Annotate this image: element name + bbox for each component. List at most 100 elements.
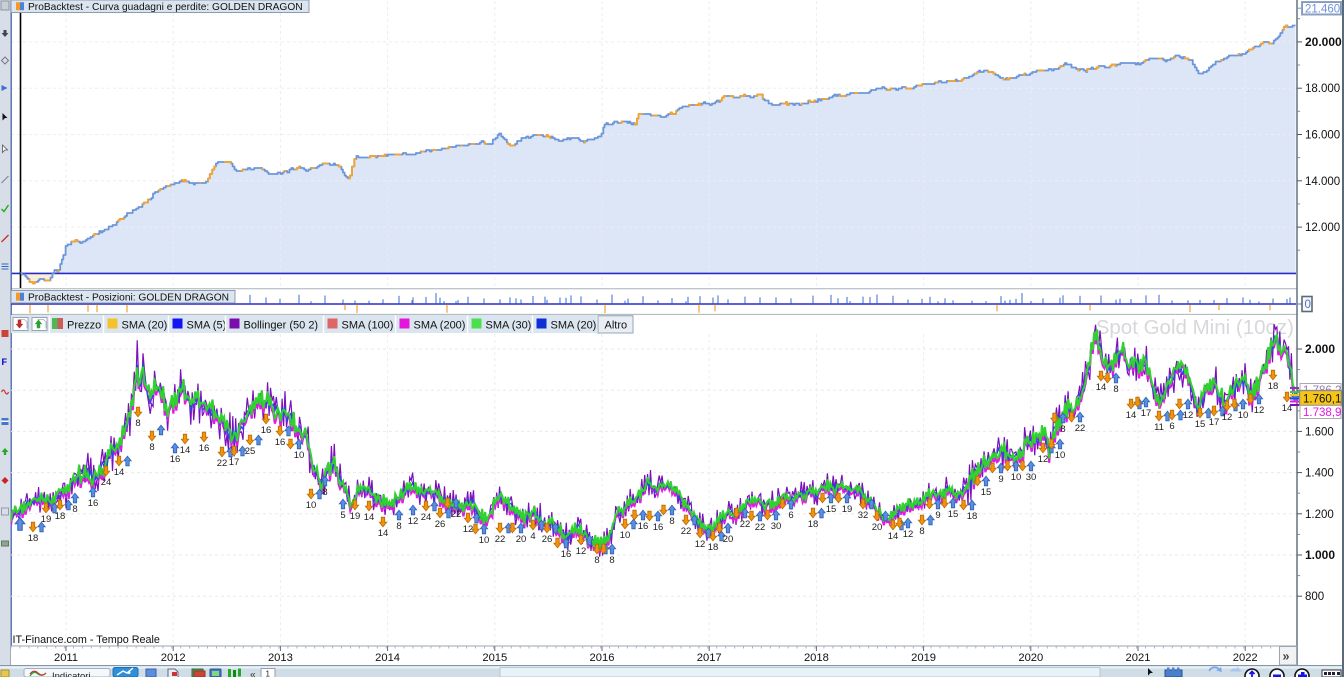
svg-text:12: 12	[1183, 410, 1194, 421]
svg-text:10: 10	[1238, 410, 1249, 421]
svg-text:14: 14	[1126, 410, 1137, 421]
svg-text:18.000: 18.000	[1305, 83, 1340, 95]
svg-text:8: 8	[135, 418, 140, 429]
svg-text:ProBacktest - Posizioni: GOLDE: ProBacktest - Posizioni: GOLDEN DRAGON	[28, 293, 229, 304]
svg-text:Spot Gold Mini (10oz): Spot Gold Mini (10oz)	[1096, 316, 1294, 339]
svg-text:17: 17	[229, 457, 240, 468]
svg-text:8: 8	[594, 555, 599, 566]
svg-text:4: 4	[530, 531, 535, 542]
svg-text:8: 8	[1060, 424, 1065, 435]
svg-text:19: 19	[842, 504, 853, 515]
svg-text:12: 12	[1222, 412, 1233, 423]
svg-text:12: 12	[576, 546, 587, 557]
svg-text:16.000: 16.000	[1305, 130, 1340, 142]
svg-text:21.460: 21.460	[1305, 4, 1340, 16]
svg-text:18: 18	[708, 542, 719, 553]
svg-text:32: 32	[858, 510, 869, 521]
svg-text:18: 18	[28, 533, 39, 544]
svg-text:2020: 2020	[1018, 652, 1043, 664]
svg-text:15: 15	[948, 509, 959, 520]
svg-text:800: 800	[1305, 591, 1324, 603]
svg-text:15: 15	[1195, 419, 1206, 430]
svg-text:12: 12	[1038, 454, 1049, 465]
svg-text:Bollinger (50 2): Bollinger (50 2)	[244, 320, 319, 332]
svg-text:16: 16	[261, 425, 272, 436]
svg-text:12: 12	[903, 529, 914, 540]
svg-text:1.738,9: 1.738,9	[1303, 407, 1341, 419]
svg-text:24: 24	[101, 477, 112, 488]
svg-text:16: 16	[638, 521, 649, 532]
svg-text:8: 8	[669, 516, 674, 527]
svg-text:12.000: 12.000	[1305, 222, 1340, 234]
svg-text:11: 11	[1154, 422, 1164, 433]
svg-text:SMA (200): SMA (200)	[414, 320, 466, 332]
svg-text:Prezzo: Prezzo	[67, 320, 101, 332]
svg-text:17: 17	[1209, 417, 1220, 428]
svg-text:22: 22	[681, 526, 692, 537]
svg-text:9: 9	[998, 474, 1003, 485]
svg-text:2017: 2017	[697, 652, 722, 664]
svg-text:30: 30	[1026, 472, 1037, 483]
svg-text:16: 16	[275, 437, 286, 448]
svg-text:22: 22	[217, 458, 228, 469]
svg-text:8: 8	[1113, 384, 1118, 395]
svg-text:12: 12	[408, 516, 419, 527]
svg-text:10: 10	[1055, 450, 1066, 461]
svg-text:1.000: 1.000	[1305, 548, 1335, 562]
svg-text:0: 0	[1305, 299, 1311, 311]
svg-text:10: 10	[294, 450, 305, 461]
svg-text:SMA (20): SMA (20)	[551, 320, 597, 332]
svg-text:ProBacktest - Curva guadagni e: ProBacktest - Curva guadagni e perdite: …	[28, 2, 303, 13]
svg-text:2014: 2014	[375, 652, 400, 664]
svg-text:18: 18	[55, 511, 66, 522]
svg-text:2019: 2019	[911, 652, 936, 664]
svg-text:24: 24	[421, 512, 432, 523]
svg-text:2022: 2022	[1233, 652, 1258, 664]
svg-text:12: 12	[695, 539, 706, 550]
svg-text:19: 19	[41, 514, 52, 525]
svg-text:«: «	[250, 670, 256, 677]
svg-text:8: 8	[919, 526, 924, 537]
svg-text:18: 18	[967, 511, 978, 522]
svg-text:1.760,1: 1.760,1	[1303, 394, 1341, 406]
svg-text:5: 5	[340, 510, 345, 521]
svg-text:22: 22	[740, 519, 751, 530]
svg-text:14: 14	[1282, 403, 1293, 414]
svg-text:12: 12	[463, 524, 474, 535]
svg-text:18: 18	[1268, 381, 1279, 392]
svg-text:16: 16	[199, 443, 210, 454]
svg-text:IT-Finance.com - Tempo Reale: IT-Finance.com - Tempo Reale	[13, 634, 160, 646]
svg-text:2.000: 2.000	[1305, 342, 1335, 356]
svg-text:8: 8	[609, 555, 614, 566]
svg-text:16: 16	[88, 498, 99, 509]
svg-text:2015: 2015	[482, 652, 507, 664]
svg-text:26: 26	[435, 519, 446, 530]
svg-text:14: 14	[180, 445, 191, 456]
svg-text:22: 22	[495, 534, 506, 545]
svg-text:SMA (30): SMA (30)	[486, 320, 532, 332]
svg-text:20: 20	[872, 522, 883, 533]
svg-text:14: 14	[114, 467, 125, 478]
svg-text:15: 15	[981, 487, 992, 498]
svg-text:8: 8	[72, 504, 77, 515]
svg-text:26: 26	[542, 534, 553, 545]
svg-text:30: 30	[771, 521, 782, 532]
svg-text:6: 6	[1169, 421, 1174, 432]
svg-text:1: 1	[266, 670, 271, 677]
svg-text:25: 25	[245, 446, 256, 457]
svg-text:2018: 2018	[804, 652, 829, 664]
svg-text:8: 8	[149, 442, 154, 453]
svg-text:18: 18	[808, 519, 819, 530]
svg-text:8: 8	[322, 487, 327, 498]
svg-text:2012: 2012	[161, 652, 186, 664]
svg-text:20: 20	[723, 534, 734, 545]
svg-text:9: 9	[935, 510, 940, 521]
svg-text:14: 14	[378, 528, 389, 539]
svg-text:1.200: 1.200	[1305, 509, 1334, 521]
svg-text:10: 10	[620, 530, 631, 541]
svg-text:2016: 2016	[590, 652, 615, 664]
svg-text:16: 16	[653, 522, 664, 533]
svg-text:15: 15	[826, 504, 837, 515]
svg-text:16: 16	[561, 549, 572, 560]
svg-text:1.600: 1.600	[1305, 426, 1334, 438]
